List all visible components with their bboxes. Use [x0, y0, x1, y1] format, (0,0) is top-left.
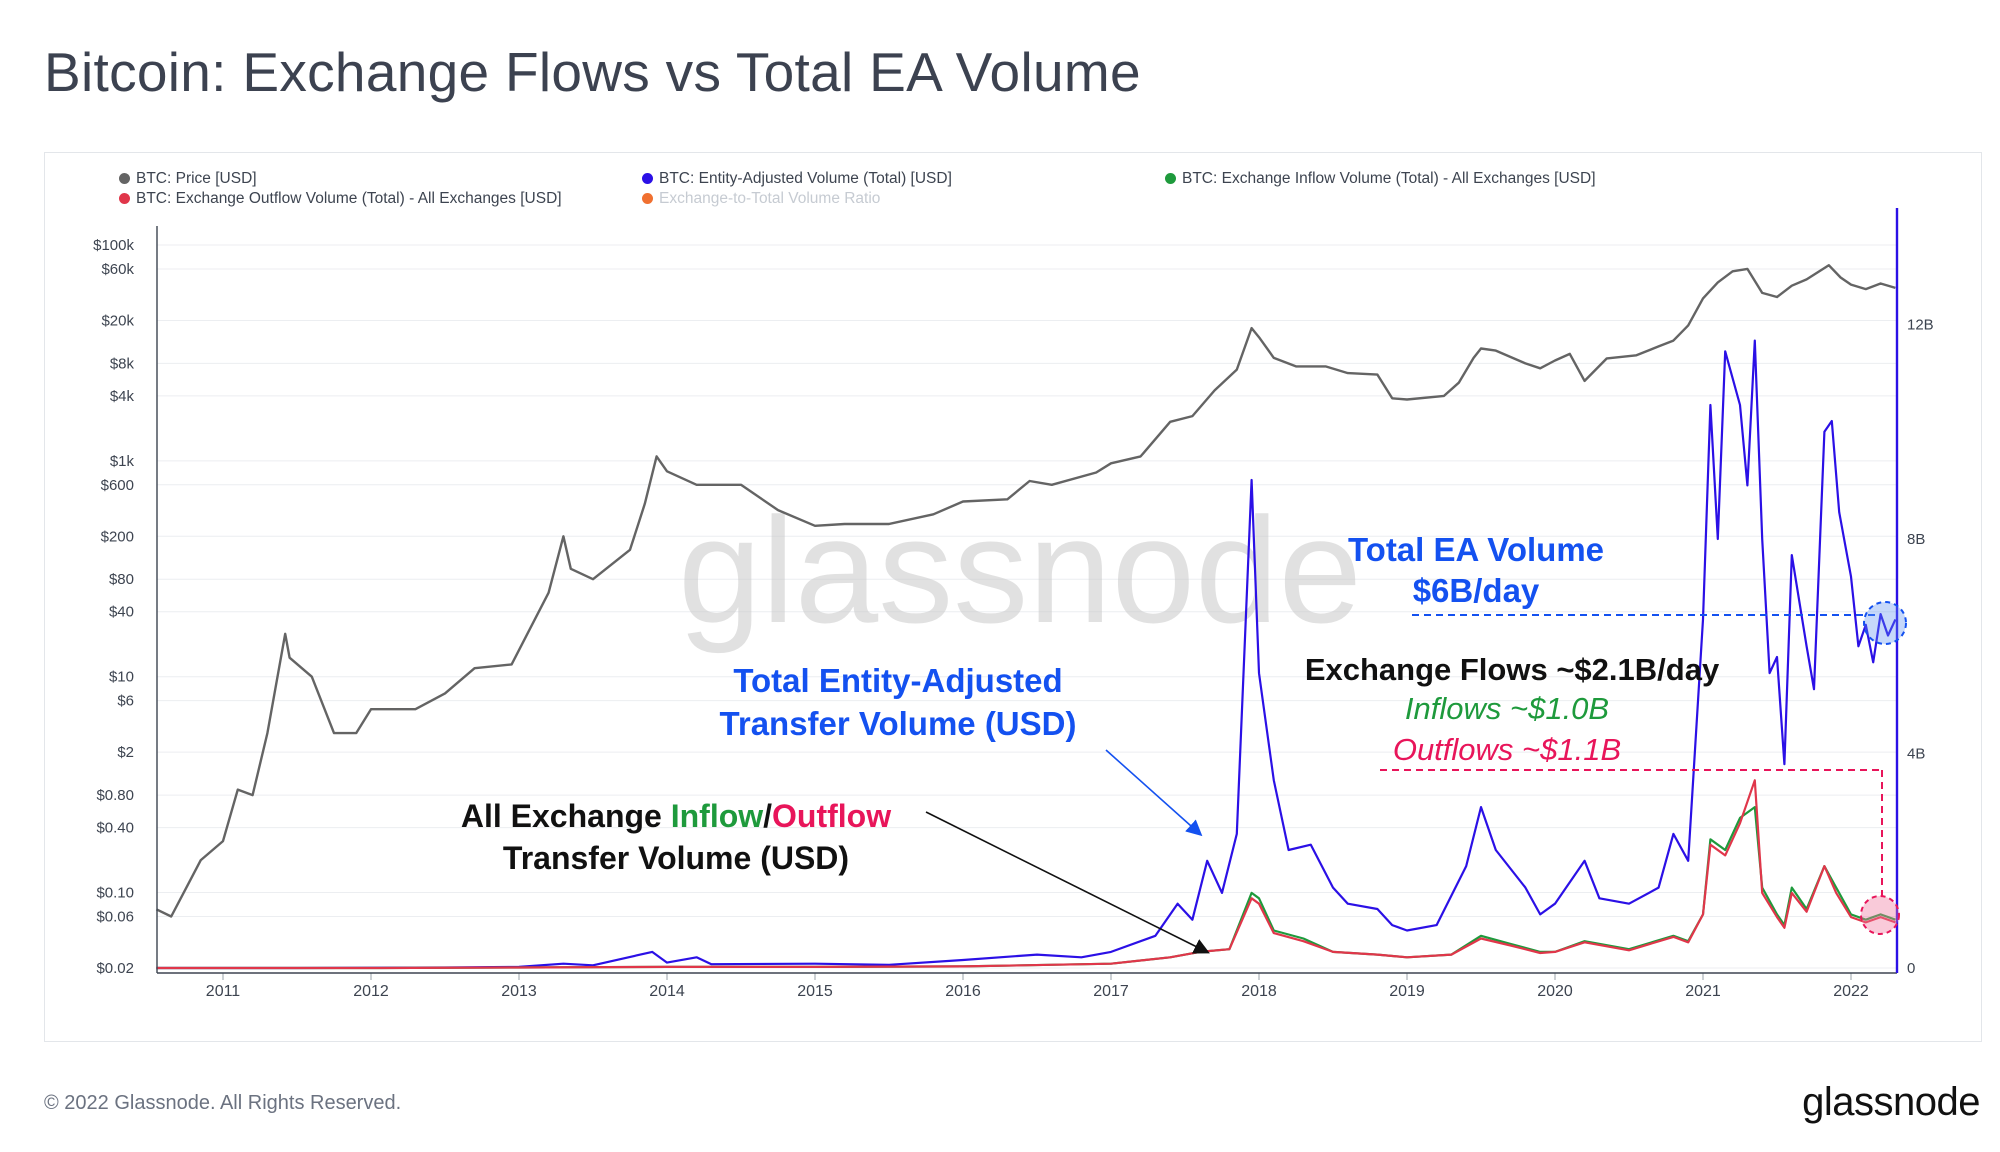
y-right-tick-label: 0: [1907, 960, 1915, 977]
y-left-tick-label: $4k: [110, 388, 135, 405]
annotation-outflows: Outflows ~$1.1B: [1393, 732, 1621, 767]
inflow-line: [156, 806, 1896, 970]
legend-dot: [119, 193, 130, 204]
y-left-tick-label: $100k: [93, 237, 134, 254]
legend-dot: [1165, 173, 1176, 184]
ea-highlight-circle: [1863, 601, 1907, 645]
x-tick-label: 2022: [1833, 983, 1869, 1000]
y-left-tick-label: $20k: [101, 312, 134, 329]
flows-highlight-circle: [1860, 895, 1900, 935]
y-right-tick-label: 8B: [1907, 531, 1925, 548]
price-line: [155, 264, 1896, 918]
legend-item-outflow[interactable]: BTC: Exchange Outflow Volume (Total) - A…: [119, 190, 562, 208]
annotation-ea-total-line1: Total EA Volume: [1348, 531, 1604, 568]
legend-item-ratio[interactable]: Exchange-to-Total Volume Ratio: [642, 190, 880, 208]
y-left-tick-label: $600: [101, 477, 134, 494]
legend-dot: [642, 173, 653, 184]
axes: $100k $60k $20k $8k $4k $1k $600 $200 $80 $40 $10 $…: [93, 208, 1934, 1000]
outflow-line: [156, 779, 1896, 970]
legend-dot: [642, 193, 653, 204]
x-tick-label: 2019: [1389, 983, 1425, 1000]
annotation-exch-line1: All Exchange Inflow/Outflow: [461, 798, 891, 834]
ea-curve-arrow: [1105, 749, 1203, 837]
y-left-tick-label: $0.80: [96, 787, 134, 804]
y-left-tick-label: $200: [101, 528, 134, 545]
annotation-inflows: Inflows ~$1.0B: [1405, 691, 1609, 726]
annotation-exch-inflow: Inflow: [671, 798, 764, 834]
y-right-tick-label: 4B: [1907, 746, 1925, 763]
grid: [157, 244, 1897, 969]
y-left-tick-label: $8k: [110, 355, 135, 372]
annotation-exch-slash: /: [763, 798, 772, 834]
x-tick-label: 2013: [501, 983, 537, 1000]
legend-item-price[interactable]: BTC: Price [USD]: [119, 170, 257, 188]
x-tick-label: 2021: [1685, 983, 1721, 1000]
annotation-exch-line2: Transfer Volume (USD): [503, 840, 849, 876]
legend-label: BTC: Price [USD]: [136, 170, 257, 187]
legend-label: BTC: Exchange Inflow Volume (Total) - Al…: [1182, 170, 1596, 187]
footer-logo: glassnode: [1802, 1080, 1980, 1124]
annotation-ea-curve-line2: Transfer Volume (USD): [720, 705, 1077, 742]
y-left-tick-label: $80: [109, 571, 134, 588]
legend-label: BTC: Exchange Outflow Volume (Total) - A…: [136, 190, 562, 207]
x-tick-label: 2020: [1537, 983, 1573, 1000]
annotation-ea-curve-line1: Total Entity-Adjusted: [733, 662, 1062, 699]
annotation-exch-outflow: Outflow: [772, 798, 891, 834]
y-left-tick-label: $0.40: [96, 820, 134, 837]
x-tick-label: 2011: [206, 983, 241, 1000]
legend-label: Exchange-to-Total Volume Ratio: [659, 190, 881, 207]
page-title: Bitcoin: Exchange Flows vs Total EA Volu…: [44, 41, 1141, 103]
annotation-exch-prefix: All Exchange: [461, 798, 671, 834]
y-left-tick-label: $2: [117, 744, 134, 761]
legend-item-ea-volume[interactable]: BTC: Entity-Adjusted Volume (Total) [USD…: [642, 170, 952, 188]
legend-item-inflow[interactable]: BTC: Exchange Inflow Volume (Total) - Al…: [1165, 170, 1596, 188]
y-left-tick-label: $10: [109, 669, 134, 686]
y-right-tick-label: 12B: [1907, 317, 1934, 334]
x-tick-label: 2012: [353, 983, 389, 1000]
flows-arrow: [925, 811, 1210, 954]
legend-label: BTC: Entity-Adjusted Volume (Total) [USD…: [659, 170, 952, 187]
x-tick-label: 2016: [945, 983, 981, 1000]
y-left-tick-label: $0.02: [96, 960, 134, 977]
legend-dot: [119, 173, 130, 184]
y-left-tick-label: $1k: [110, 453, 135, 470]
chart-frame: BTC: Price [USD] BTC: Entity-Adjusted Vo…: [44, 152, 1982, 1042]
x-tick-label: 2015: [797, 983, 833, 1000]
annotation-ea-total-line2: $6B/day: [1413, 572, 1540, 609]
x-tick-label: 2014: [649, 983, 685, 1000]
y-left-tick-label: $40: [109, 604, 134, 621]
y-left-tick-label: $6: [117, 693, 134, 710]
footer-copyright: © 2022 Glassnode. All Rights Reserved.: [44, 1092, 402, 1114]
x-tick-label: 2017: [1093, 983, 1129, 1000]
x-tick-label: 2018: [1241, 983, 1277, 1000]
y-left-tick-label: $0.10: [96, 885, 134, 902]
y-left-tick-label: $60k: [101, 261, 134, 278]
y-left-tick-label: $0.06: [96, 909, 134, 926]
annotation-flows-title: Exchange Flows ~$2.1B/day: [1305, 652, 1720, 687]
